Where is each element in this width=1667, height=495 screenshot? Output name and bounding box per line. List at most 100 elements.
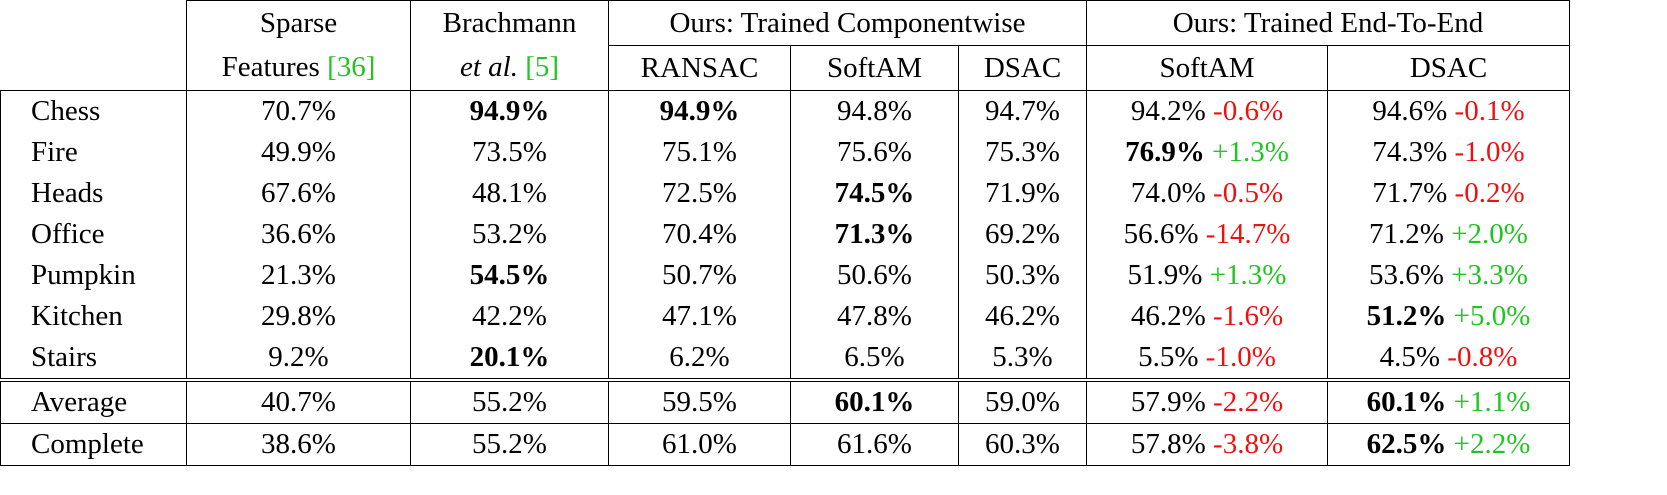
subheader-dsac-end-to-end: DSAC [1327, 45, 1570, 91]
value: 51.9% [1127, 259, 1203, 291]
cell-e2e-dsac: 51.2% +5.0% [1327, 296, 1570, 337]
delta-value: -2.2% [1213, 386, 1284, 418]
table-row: Fire 49.9% 73.5% 75.1% 75.6% 75.3% 76.9% +1.3%… [0, 132, 1570, 173]
value: 57.9% [1130, 386, 1206, 418]
row-label: Heads [0, 173, 187, 214]
value: 56.6% [1123, 218, 1199, 250]
delta-value: -0.6% [1213, 95, 1284, 127]
delta-value: -1.0% [1205, 341, 1276, 373]
cell-e2e-softam: 74.0% -0.5% [1086, 173, 1328, 214]
header-brachmann-line1: Brachmann [410, 0, 609, 46]
value: 60.1% [1366, 386, 1447, 418]
delta-value: -1.0% [1454, 136, 1525, 168]
cell-brach: 42.2% [410, 296, 609, 337]
table-row: Average 40.7% 55.2% 59.5% 60.1% 59.0% 57.9% -2… [0, 378, 1570, 424]
cell-softam: 50.6% [790, 255, 959, 296]
cell-sparse: 29.8% [186, 296, 411, 337]
cell-e2e-dsac: 60.1% +1.1% [1327, 378, 1570, 424]
value: 4.5% [1379, 341, 1441, 373]
header-group-end-to-end: Ours: Trained End-To-End [1086, 0, 1570, 46]
cell-softam: 74.5% [790, 173, 959, 214]
header-empty-cell [1, 1, 187, 46]
cell-dsac: 46.2% [958, 296, 1087, 337]
value: 46.2% [1130, 300, 1206, 332]
cell-e2e-softam: 76.9% +1.3% [1086, 132, 1328, 173]
value: 51.2% [1366, 300, 1447, 332]
row-label: Pumpkin [0, 255, 187, 296]
header-sparse-line2: Features [36] [186, 45, 411, 91]
row-label: Kitchen [0, 296, 187, 337]
summary-rows: Average 40.7% 55.2% 59.5% 60.1% 59.0% 57.9% -2… [0, 378, 1570, 466]
cell-dsac: 71.9% [958, 173, 1087, 214]
cell-ransac: 6.2% [608, 337, 791, 380]
delta-value: +3.3% [1451, 259, 1528, 291]
row-label: Fire [0, 132, 187, 173]
delta-value: -1.6% [1213, 300, 1284, 332]
cell-dsac: 59.0% [958, 378, 1087, 424]
cell-e2e-dsac: 71.2% +2.0% [1327, 214, 1570, 255]
cell-e2e-dsac: 53.6% +3.3% [1327, 255, 1570, 296]
cell-ransac: 47.1% [608, 296, 791, 337]
value: 5.5% [1138, 341, 1199, 373]
row-label: Office [0, 214, 187, 255]
cell-e2e-softam: 51.9% +1.3% [1086, 255, 1328, 296]
cell-e2e-dsac: 71.7% -0.2% [1327, 173, 1570, 214]
row-label: Average [0, 378, 187, 424]
header-brachmann-etal: et al. [459, 51, 518, 84]
subheader-ransac: RANSAC [608, 45, 791, 91]
cell-brach: 94.9% [410, 90, 609, 132]
subheader-softam-componentwise: SoftAM [790, 45, 959, 91]
cell-softam: 47.8% [790, 296, 959, 337]
cell-ransac: 75.1% [608, 132, 791, 173]
header-brachmann-line2: et al. [5] [410, 45, 609, 91]
header-sparse-features: Features [221, 51, 320, 84]
cell-e2e-dsac: 4.5% -0.8% [1327, 337, 1570, 380]
cell-brach: 55.2% [410, 378, 609, 424]
cell-brach: 55.2% [410, 423, 609, 466]
table-row: Heads 67.6% 48.1% 72.5% 74.5% 71.9% 74.0% -0.5… [0, 173, 1570, 214]
cell-ransac: 59.5% [608, 378, 791, 424]
cell-ransac: 72.5% [608, 173, 791, 214]
cell-dsac: 75.3% [958, 132, 1087, 173]
cell-e2e-softam: 57.9% -2.2% [1086, 378, 1328, 424]
header-empty-cell [1, 46, 187, 91]
cell-sparse: 21.3% [186, 255, 411, 296]
cell-e2e-softam: 56.6% -14.7% [1086, 214, 1328, 255]
delta-value: +1.3% [1209, 259, 1287, 291]
value: 94.2% [1130, 95, 1206, 127]
value: 74.0% [1130, 177, 1206, 209]
delta-value: +5.0% [1453, 300, 1531, 332]
cell-e2e-dsac: 62.5% +2.2% [1327, 423, 1570, 466]
table-row: Stairs 9.2% 20.1% 6.2% 6.5% 5.3% 5.5% -1.0% 4.5… [0, 337, 1570, 380]
subheader-dsac-componentwise: DSAC [958, 45, 1087, 91]
row-label: Chess [0, 90, 187, 132]
row-label: Stairs [0, 337, 187, 380]
cell-dsac: 69.2% [958, 214, 1087, 255]
value: 94.6% [1372, 95, 1448, 127]
delta-value: -3.8% [1213, 428, 1284, 460]
value: 57.8% [1130, 428, 1206, 460]
header-group-componentwise: Ours: Trained Componentwise [608, 0, 1087, 46]
value: 76.9% [1125, 136, 1205, 168]
cell-sparse: 40.7% [186, 378, 411, 424]
cell-sparse: 67.6% [186, 173, 411, 214]
cell-softam: 75.6% [790, 132, 959, 173]
header-sparse-line1: Sparse [186, 0, 411, 46]
cell-sparse: 49.9% [186, 132, 411, 173]
citation-link[interactable]: [36] [327, 51, 376, 84]
cell-e2e-softam: 94.2% -0.6% [1086, 90, 1328, 132]
delta-value: -0.2% [1454, 177, 1525, 209]
delta-value: +1.1% [1453, 386, 1531, 418]
value: 71.7% [1372, 177, 1448, 209]
delta-value: +2.0% [1451, 218, 1528, 250]
cell-softam: 94.8% [790, 90, 959, 132]
delta-value: -14.7% [1205, 218, 1291, 250]
cell-dsac: 50.3% [958, 255, 1087, 296]
table-row: Kitchen 29.8% 42.2% 47.1% 47.8% 46.2% 46.2% -1… [0, 296, 1570, 337]
cell-dsac: 5.3% [958, 337, 1087, 380]
delta-value: -0.5% [1213, 177, 1284, 209]
cell-dsac: 94.7% [958, 90, 1087, 132]
cell-brach: 54.5% [410, 255, 609, 296]
citation-link[interactable]: [5] [525, 51, 560, 84]
